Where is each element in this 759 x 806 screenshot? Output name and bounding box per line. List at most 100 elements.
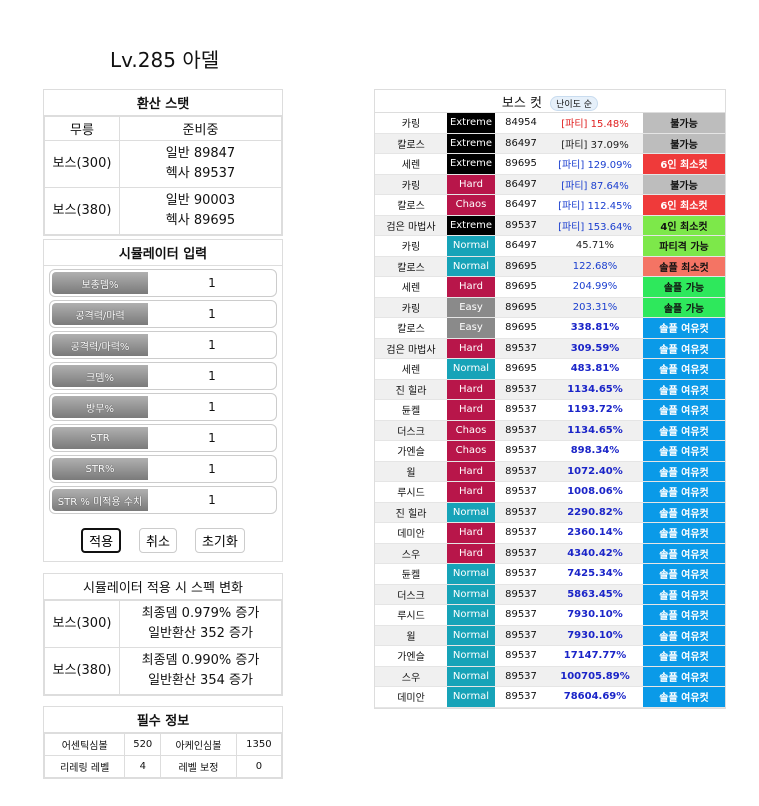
boss-name: 루시드 (375, 604, 447, 626)
sim-field-label: 방무% (52, 396, 148, 418)
sim-field-input[interactable]: 1 (208, 338, 216, 352)
boss-row: 카링 Hard 86497 [파티] 87.64% 불가능 (375, 174, 725, 195)
boss-row: 듄켈 Hard 89537 1193.72% 솔플 여유컷 (375, 399, 725, 421)
weapon-label: 무릉 (44, 116, 120, 141)
sort-badge[interactable]: 난이도 순 (550, 96, 599, 111)
damage-percent: 78604.69% (547, 686, 643, 708)
required-stat: 89537 (495, 604, 547, 626)
result-badge: 솔플 여유컷 (643, 461, 725, 482)
damage-percent: [파티] 153.64% (547, 215, 643, 236)
boss300-normal: 일반 89847 (165, 146, 236, 161)
required-stat: 89695 (495, 256, 547, 277)
difficulty-badge: Extreme (447, 215, 495, 236)
character-title: Lv.285 아델 (110, 48, 220, 72)
result-badge: 솔플 여유컷 (643, 686, 725, 708)
boss300-values: 일반 89847 헥사 89537 (119, 140, 282, 188)
boss-name: 세렌 (375, 358, 447, 380)
required-stat: 86497 (495, 194, 547, 216)
sim-field-input[interactable]: 1 (208, 400, 216, 414)
sim-field-label: 보총뎀% (52, 272, 148, 294)
boss-row: 데미안 Hard 89537 2360.14% 솔플 여유컷 (375, 522, 725, 544)
sim-field-input[interactable]: 1 (208, 369, 216, 383)
boss-row: 세렌 Hard 89695 204.99% 솔플 가능 (375, 276, 725, 298)
boss-row: 칼로스 Easy 89695 338.81% 솔플 여유컷 (375, 317, 725, 339)
boss-name: 칼로스 (375, 256, 447, 277)
difficulty-badge: Hard (447, 174, 495, 195)
damage-percent: [파티] 129.09% (547, 153, 643, 175)
result-badge: 솔플 여유컷 (643, 481, 725, 503)
cancel-button[interactable]: 취소 (139, 528, 177, 553)
boss-row: 스우 Hard 89537 4340.42% 솔플 여유컷 (375, 543, 725, 564)
sim-field-input[interactable]: 1 (208, 307, 216, 321)
boss-row: 세렌 Normal 89695 483.81% 솔플 여유컷 (375, 358, 725, 380)
boss-name: 세렌 (375, 153, 447, 175)
sim-field-input[interactable]: 1 (208, 493, 216, 507)
boss-name: 더스크 (375, 420, 447, 441)
boss-row: 더스크 Normal 89537 5863.45% 솔플 여유컷 (375, 584, 725, 605)
boss300-label: 보스(300) (44, 140, 120, 188)
required-stat: 89537 (495, 420, 547, 441)
damage-percent: [파티] 112.45% (547, 194, 643, 216)
sim-field-row: 크뎀% 1 (49, 362, 277, 390)
boss-row: 세렌 Extreme 89695 [파티] 129.09% 6인 최소컷 (375, 153, 725, 175)
result-badge: 불가능 (643, 113, 725, 134)
spec-boss380-stat: 일반환산 354 증가 (148, 673, 253, 688)
sim-field-label: STR (52, 427, 148, 449)
result-badge: 솔플 여유컷 (643, 645, 725, 667)
boss-name: 진 힐라 (375, 502, 447, 523)
sim-field-row: 보총뎀% 1 (49, 269, 277, 297)
boss-row: 카링 Normal 86497 45.71% 파티격 가능 (375, 235, 725, 257)
damage-percent: 1193.72% (547, 399, 643, 421)
difficulty-badge: Normal (447, 645, 495, 667)
damage-percent: 7930.10% (547, 604, 643, 626)
boss-name: 칼로스 (375, 317, 447, 339)
damage-percent: 338.81% (547, 317, 643, 339)
boss-name: 진 힐라 (375, 379, 447, 400)
result-badge: 솔플 여유컷 (643, 543, 725, 564)
boss-row: 데미안 Normal 89537 78604.69% 솔플 여유컷 (375, 686, 725, 708)
boss-name: 카링 (375, 113, 447, 134)
sim-field-label: 공격력/마력% (52, 334, 148, 356)
result-badge: 불가능 (643, 174, 725, 195)
damage-percent: 5863.45% (547, 584, 643, 605)
spec-boss300-values: 최종뎀 0.979% 증가 일반환산 352 증가 (119, 600, 282, 648)
spec-boss300-label: 보스(300) (44, 600, 120, 648)
difficulty-badge: Normal (447, 686, 495, 708)
damage-percent: 7930.10% (547, 625, 643, 646)
sim-field-input[interactable]: 1 (208, 462, 216, 476)
boss300-hexa: 헥사 89537 (165, 166, 236, 181)
spec-change-header: 시뮬레이터 적용 시 스펙 변화 (44, 574, 282, 600)
difficulty-badge: Normal (447, 666, 495, 687)
required-stat: 84954 (495, 113, 547, 134)
converted-stats-header: 환산 스탯 (44, 90, 282, 116)
boss-row: 칼로스 Extreme 86497 [파티] 37.09% 불가능 (375, 133, 725, 154)
boss-row: 검은 마법사 Extreme 89537 [파티] 153.64% 4인 최소컷 (375, 215, 725, 236)
boss-name: 루시드 (375, 481, 447, 503)
damage-percent: 45.71% (547, 235, 643, 257)
sim-field-input[interactable]: 1 (208, 431, 216, 445)
difficulty-badge: Hard (447, 461, 495, 482)
required-stat: 89537 (495, 584, 547, 605)
sim-field-label: 크뎀% (52, 365, 148, 387)
difficulty-badge: Hard (447, 481, 495, 503)
damage-percent: 7425.34% (547, 563, 643, 585)
sim-field-row: STR 1 (49, 424, 277, 452)
boss380-label: 보스(380) (44, 187, 120, 235)
boss-cut-header: 보스 컷 난이도 순 (375, 90, 725, 113)
required-stat: 89537 (495, 440, 547, 462)
boss-name: 윌 (375, 461, 447, 482)
result-badge: 솔플 여유컷 (643, 399, 725, 421)
ring-level-label: 리레링 레벨 (43, 755, 126, 778)
required-stat: 86497 (495, 235, 547, 257)
boss-row: 스우 Normal 89537 100705.89% 솔플 여유컷 (375, 666, 725, 687)
sim-field-input[interactable]: 1 (208, 276, 216, 290)
damage-percent: 203.31% (547, 297, 643, 318)
apply-button[interactable]: 적용 (81, 528, 122, 553)
result-badge: 솔플 여유컷 (643, 625, 725, 646)
converted-stats-table: 무릉 준비중 보스(300) 일반 89847 헥사 89537 보스(380)… (44, 116, 282, 235)
boss-cut-title: 보스 컷 (501, 96, 542, 111)
reset-button[interactable]: 초기화 (194, 528, 245, 553)
difficulty-badge: Extreme (447, 153, 495, 175)
difficulty-badge: Chaos (447, 420, 495, 441)
difficulty-badge: Hard (447, 522, 495, 544)
